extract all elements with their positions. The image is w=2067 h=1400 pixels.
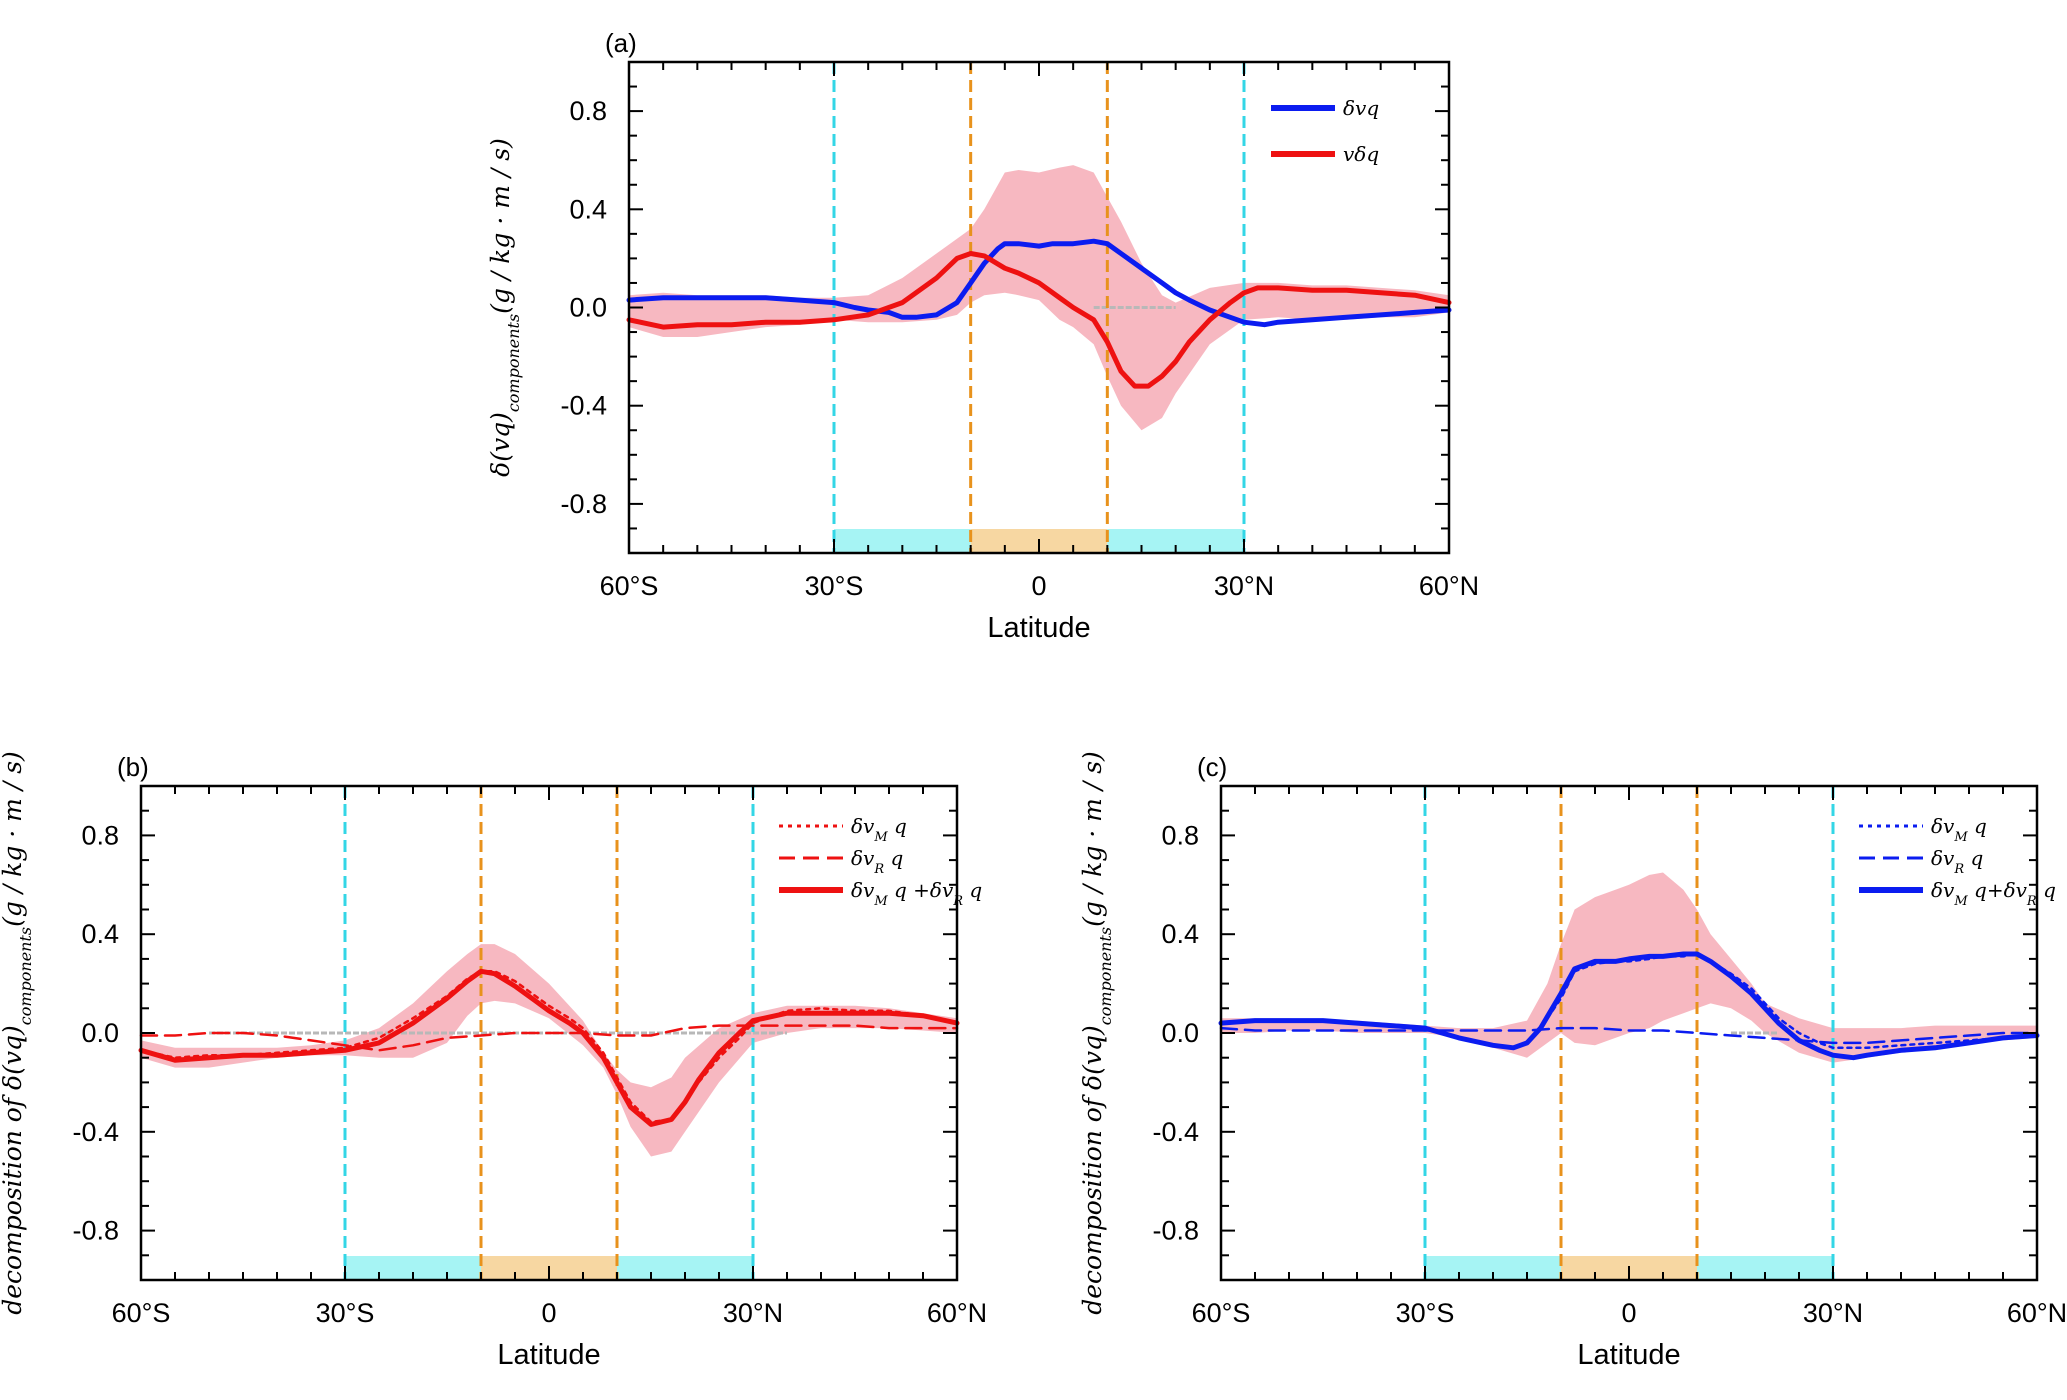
legend-text-part: δv (851, 846, 875, 870)
y-tick-label: -0.4 (72, 1117, 119, 1147)
x-tick-label: 60°N (927, 1298, 987, 1328)
legend-text-part: δvq (1343, 96, 1379, 120)
panel-label: (a) (605, 28, 637, 58)
y-axis-label: decomposition of δ(vq)components(g / kg … (1078, 751, 1115, 1315)
legend-label-0: δvq (1343, 96, 1379, 120)
spread-band (629, 165, 1449, 431)
legend-text-part: δv (1931, 846, 1955, 870)
spread-band (141, 944, 957, 1157)
y-axis-label-sub: components (16, 927, 35, 1025)
y-tick-label: 0.4 (81, 919, 119, 949)
legend-subscript: R (952, 894, 963, 909)
x-tick-label: 0 (541, 1298, 556, 1328)
y-tick-label: 0.0 (569, 293, 607, 323)
y-tick-label: 0.4 (569, 194, 607, 224)
y-axis-label-units: (g / kg · m / s) (486, 138, 515, 314)
x-tick-label: 30°N (1214, 571, 1274, 601)
y-axis-label-sub: components (504, 314, 523, 412)
legend-label-0: δvM q (851, 814, 907, 845)
legend-subscript: R (2026, 894, 2037, 909)
y-axis-label-units: (g / kg · m / s) (1078, 751, 1107, 927)
panel-a: -0.8 -0.4 0.0 0.4 0.8 60°S 30°S 0 30°N 60°N Latitu… (486, 28, 1479, 644)
x-axis-label: Latitude (1577, 1339, 1680, 1371)
legend-subscript: R (873, 862, 884, 877)
series-line-2 (1218, 951, 2040, 1061)
panel-label: (c) (1197, 752, 1227, 782)
x-axis-label: Latitude (497, 1339, 600, 1371)
legend-text-part: q (1964, 846, 1983, 870)
panel-b: -0.8 -0.4 0.0 0.4 0.8 60°S 30°S 0 30°N 60°N Latitu… (0, 751, 987, 1371)
legend-text-part: δv (1931, 878, 1955, 902)
legend-subscript: M (1953, 894, 1968, 909)
x-tick-label: 60°S (112, 1298, 171, 1328)
spread-band (1221, 872, 2037, 1063)
legend-text-part: q (963, 878, 982, 902)
y-tick-label: 0.0 (81, 1018, 119, 1048)
x-tick-label: 60°N (1419, 571, 1479, 601)
legend-text-part: δv (851, 814, 875, 838)
legend-label-2: δvM q+δvR q (1931, 878, 2056, 909)
legend-text-part: δv (1931, 814, 1955, 838)
x-tick-label: 30°N (723, 1298, 783, 1328)
y-tick-label: -0.4 (1152, 1117, 1199, 1147)
x-tick-label: 30°S (1396, 1298, 1455, 1328)
y-tick-label: 0.8 (81, 820, 119, 850)
x-tick-label: 60°S (1192, 1298, 1251, 1328)
x-axis-label: Latitude (987, 612, 1090, 644)
legend-text-part: q (884, 846, 903, 870)
y-axis-label-prefix: decomposition of (0, 1090, 27, 1315)
legend-subscript: M (1953, 830, 1968, 845)
x-tick-label: 0 (1621, 1298, 1636, 1328)
legend-text-part: q (888, 814, 907, 838)
legend-label-2: δvM q +δvR q (851, 878, 982, 909)
x-tick-label: 60°S (600, 571, 659, 601)
legend-label-1: δvR q (1931, 846, 1983, 877)
y-tick-label: 0.8 (1161, 820, 1199, 850)
panel-c: -0.8 -0.4 0.0 0.4 0.8 60°S 30°S 0 30°N 60°N Latitu… (1078, 751, 2067, 1371)
legend-subscript: M (873, 830, 888, 845)
legend-text-part: q+δv (1968, 878, 2028, 902)
y-axis-label-main: δ(vq) (486, 412, 515, 477)
legend-text-part: q (1968, 814, 1987, 838)
legend-text-part: q (2037, 878, 2056, 902)
y-tick-label: -0.4 (560, 391, 607, 421)
y-tick-label: 0.8 (569, 96, 607, 126)
y-axis-label-sub: components (1096, 927, 1115, 1025)
x-tick-label: 0 (1031, 571, 1046, 601)
panel-label: (b) (117, 752, 149, 782)
y-tick-label: -0.8 (72, 1216, 119, 1246)
y-axis-label-main: δ(vq) (0, 1025, 27, 1090)
series-line-1 (139, 1024, 959, 1052)
legend-label-1: vδq (1343, 142, 1379, 166)
series-line-0 (626, 238, 1452, 328)
legend-text-part: vδq (1343, 142, 1379, 166)
legend-text-part: q +δv (888, 878, 954, 902)
x-tick-label: 60°N (2007, 1298, 2067, 1328)
y-axis-label-units: (g / kg · m / s) (0, 751, 27, 927)
y-tick-label: 0.0 (1161, 1018, 1199, 1048)
series-line-1 (1219, 1026, 2039, 1045)
x-tick-label: 30°N (1803, 1298, 1863, 1328)
y-axis-label-prefix: decomposition of (1078, 1090, 1107, 1315)
legend-label-1: δvR q (851, 846, 903, 877)
y-tick-label: -0.8 (560, 489, 607, 519)
x-tick-label: 30°S (805, 571, 864, 601)
legend-label-0: δvM q (1931, 814, 1987, 845)
y-axis-label: δ(vq)components(g / kg · m / s) (486, 138, 523, 477)
y-axis-label: decomposition of δ(vq)components(g / kg … (0, 751, 35, 1315)
legend-subscript: R (1953, 862, 1964, 877)
series-line-1 (626, 251, 1452, 389)
series-line-2 (138, 968, 960, 1127)
legend-text-part: δv (851, 878, 875, 902)
y-tick-label: 0.4 (1161, 919, 1199, 949)
legend-subscript: M (873, 894, 888, 909)
y-tick-label: -0.8 (1152, 1216, 1199, 1246)
x-tick-label: 30°S (316, 1298, 375, 1328)
y-axis-label-main: δ(vq) (1078, 1025, 1107, 1090)
